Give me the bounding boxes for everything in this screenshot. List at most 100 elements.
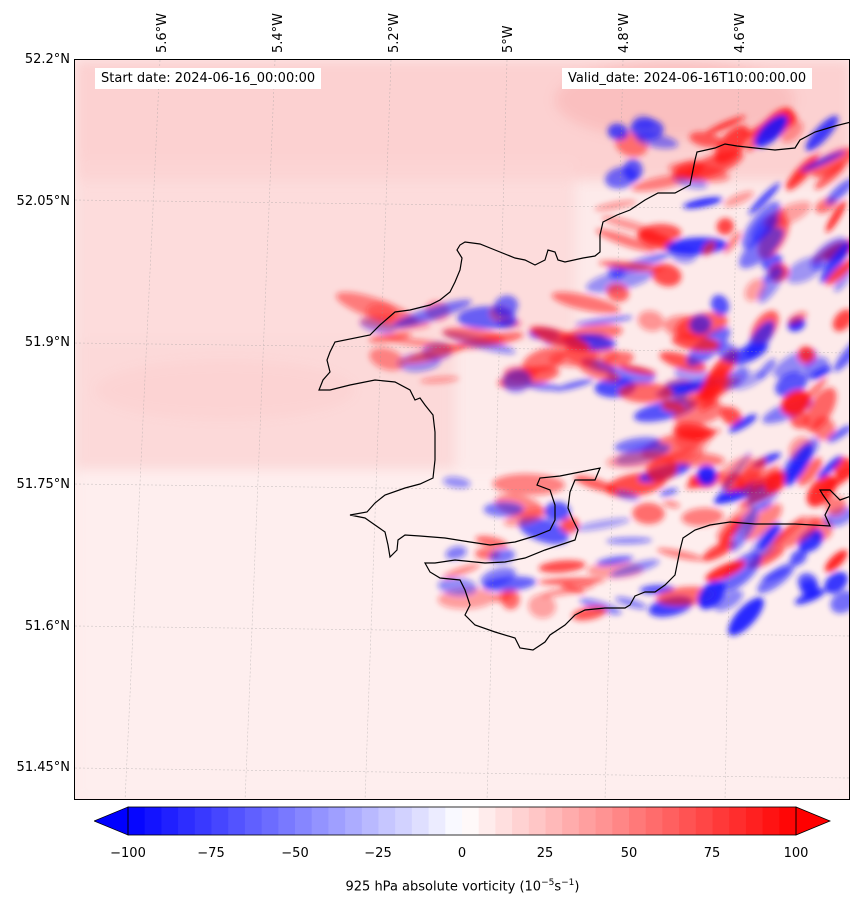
- positive-vorticity-cell: [720, 406, 742, 426]
- colorbar-cell: [528, 807, 546, 835]
- positive-vorticity-cell: [475, 535, 508, 549]
- colorbar-cell: [679, 807, 697, 835]
- positive-vorticity-cell: [492, 591, 513, 603]
- colorbar-cell: [128, 807, 146, 835]
- cb-tick-minus-75: −75: [197, 846, 225, 861]
- negative-vorticity-cell: [745, 320, 775, 358]
- colorbar-cell: [144, 807, 162, 835]
- positive-vorticity-cell: [797, 457, 823, 486]
- colorbar-frame: [127, 806, 797, 836]
- colorbar-cell: [411, 807, 430, 835]
- colorbar: [94, 806, 831, 836]
- positive-vorticity-cell: [606, 451, 671, 469]
- negative-vorticity-cell: [762, 265, 782, 284]
- colorbar-label: 925 hPa absolute vorticity (10−5s−1): [345, 878, 580, 895]
- coastline: [318, 121, 849, 651]
- positive-vorticity-cell: [618, 382, 674, 403]
- colorbar-cell: [595, 807, 613, 835]
- negative-vorticity-cell: [758, 522, 780, 551]
- positive-vorticity-cell: [671, 334, 721, 352]
- negative-vorticity-cell: [607, 123, 629, 141]
- positive-vorticity-cell: [689, 131, 723, 148]
- positive-vorticity-cell: [715, 455, 755, 485]
- negative-vorticity-cell: [544, 501, 571, 522]
- positive-vorticity-cell: [663, 500, 680, 509]
- colorbar-cell: [328, 807, 346, 835]
- start-date-label: Start date: 2024-06-16_00:00:00: [95, 68, 322, 89]
- colorbar-cell: [478, 807, 496, 835]
- colorbar-cell: [462, 807, 480, 835]
- positive-vorticity-cell: [598, 260, 664, 272]
- colorbar-cell: [745, 807, 764, 835]
- colorbar-cell: [612, 807, 630, 835]
- cb-tick-minus-25: −25: [364, 846, 392, 861]
- colorbar-cell: [779, 807, 797, 835]
- negative-vorticity-cell: [833, 334, 849, 372]
- negative-vorticity-cell: [437, 577, 478, 596]
- colorbar-cell: [178, 807, 196, 835]
- positive-vorticity-cell: [579, 363, 620, 382]
- negative-vorticity-cell: [728, 597, 764, 636]
- positive-vorticity-cell: [737, 457, 767, 490]
- positive-vorticity-cell: [825, 200, 847, 233]
- positive-vorticity-cell: [705, 115, 746, 135]
- cb-tick-75: 75: [703, 846, 721, 861]
- positive-vorticity-cell: [672, 400, 725, 426]
- colorbar-cell: [562, 807, 580, 835]
- negative-vorticity-cell: [635, 133, 678, 149]
- positive-vorticity-cell: [659, 351, 707, 372]
- positive-vorticity-cell: [538, 577, 605, 585]
- cb-tick-50: 50: [620, 846, 638, 861]
- negative-vorticity-cell: [817, 455, 843, 479]
- positive-vorticity-cell: [369, 332, 412, 343]
- positive-vorticity-cell: [548, 346, 620, 368]
- positive-vorticity-cell: [420, 376, 460, 384]
- negative-vorticity-cell: [482, 576, 537, 592]
- colorbar-cell: [278, 807, 296, 835]
- colorbar-max-extend: [795, 806, 831, 836]
- lon-label-5: 5°W: [501, 25, 516, 53]
- lat-label-51-45: 51.45°N: [16, 760, 70, 775]
- negative-vorticity-cell: [833, 266, 849, 292]
- negative-vorticity-cell: [754, 114, 788, 148]
- negative-vorticity-cell: [827, 425, 849, 443]
- negative-vorticity-cell: [803, 357, 830, 381]
- colorbar-cell: [512, 807, 530, 835]
- positive-vorticity-cell: [594, 200, 637, 211]
- positive-vorticity-cell: [632, 502, 665, 525]
- negative-vorticity-cell: [757, 562, 795, 594]
- lon-label-5-6: 5.6°W: [155, 12, 170, 53]
- positive-vorticity-cell: [763, 472, 787, 493]
- positive-vorticity-cell: [528, 594, 556, 619]
- positive-vorticity-cell: [804, 387, 837, 432]
- positive-vorticity-cell: [705, 560, 746, 582]
- negative-vorticity-cell: [696, 465, 717, 486]
- negative-vorticity-cell: [573, 518, 631, 532]
- negative-vorticity-cell: [392, 299, 472, 328]
- colorbar-cell: [629, 807, 647, 835]
- positive-vorticity-cell: [638, 223, 682, 243]
- map-panel[interactable]: [74, 59, 850, 800]
- positive-vorticity-cell: [661, 400, 685, 413]
- negative-vorticity-cell: [824, 571, 848, 594]
- negative-vorticity-cell: [741, 201, 781, 249]
- positive-vorticity-cell: [818, 467, 849, 494]
- positive-vorticity-cell: [403, 343, 466, 364]
- positive-vorticity-cell: [369, 347, 405, 371]
- colorbar-cell: [261, 807, 279, 835]
- positive-vorticity-cell: [825, 496, 847, 516]
- positive-vorticity-cell: [442, 327, 505, 344]
- positive-vorticity-cell: [637, 310, 665, 332]
- lat-label-52-2: 52.2°N: [24, 52, 70, 67]
- positive-vorticity-cell: [538, 560, 586, 573]
- negative-vorticity-cell: [442, 476, 471, 489]
- colorbar-cell: [545, 807, 563, 835]
- positive-vorticity-cell: [781, 390, 811, 416]
- positive-vorticity-cell: [832, 309, 849, 332]
- colorbar-cell: [695, 807, 713, 835]
- colorbar-cell: [712, 807, 730, 835]
- positive-vorticity-cell: [723, 191, 754, 207]
- colorbar-cell: [295, 807, 313, 835]
- positive-vorticity-cell: [606, 283, 629, 302]
- negative-vorticity-cell: [670, 246, 697, 263]
